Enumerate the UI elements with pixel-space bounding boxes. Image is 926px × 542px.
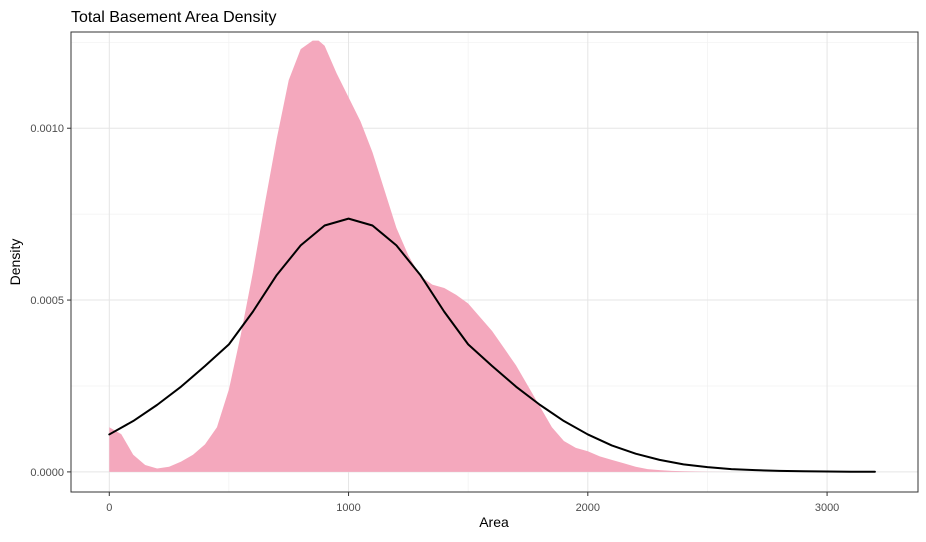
- series-layer: [108, 40, 876, 473]
- x-tick-label: 2000: [576, 502, 600, 514]
- plot-panel-border: [70, 31, 919, 493]
- x-tick-label: 1000: [336, 502, 360, 514]
- y-tick-label: 0.0000: [30, 467, 64, 479]
- normal-curve-line: [108, 217, 876, 473]
- chart-title: Total Basement Area Density: [71, 9, 276, 26]
- y-tick-label: 0.0005: [30, 295, 64, 307]
- axis-layer: 0 1000 2000 3000 0.0000 0.0005 0.0010: [30, 123, 839, 514]
- x-tick-label: 3000: [815, 502, 839, 514]
- x-axis-title: Area: [479, 514, 509, 530]
- y-tick-label: 0.0010: [30, 123, 64, 135]
- y-axis-title: Density: [7, 239, 23, 286]
- x-tick-label: 0: [106, 502, 112, 514]
- density-area: [109, 40, 875, 472]
